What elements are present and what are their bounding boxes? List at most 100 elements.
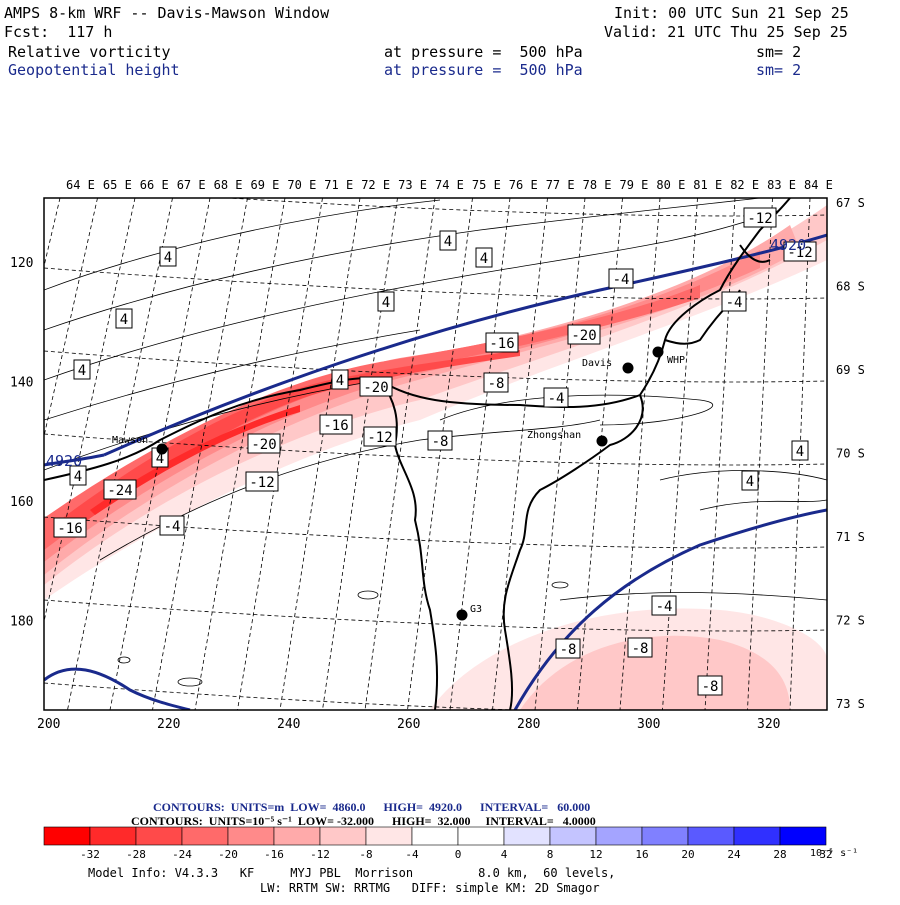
contour-label: -16	[489, 336, 514, 352]
colorbar-tick-label: -32	[80, 848, 100, 861]
height-contour-info: CONTOURS: UNITS=m LOW= 4860.0 HIGH= 4920…	[153, 800, 591, 814]
contour-label: -4	[548, 391, 565, 407]
lon-label: 67 E	[177, 178, 206, 192]
contour-label: 4	[746, 474, 754, 490]
field2-name: Geopotential height	[8, 61, 180, 79]
colorbar-swatch	[89, 826, 137, 846]
contour-label-box	[475, 247, 493, 268]
lat-label: 71 S	[836, 530, 865, 544]
lon-label: 72 E	[361, 178, 390, 192]
colorbar-swatch	[687, 826, 735, 846]
colorbar-tick-label: -8	[359, 848, 372, 861]
station-label: Mawson	[112, 435, 148, 446]
station-dot	[596, 435, 608, 447]
colorbar-tick-label: -24	[172, 848, 192, 861]
colorbar-swatch	[411, 826, 459, 846]
contour-label: -16	[323, 418, 348, 434]
lat-label: 73 S	[836, 697, 865, 711]
colorbar-swatch	[43, 826, 91, 846]
contour-label: -16	[57, 521, 82, 537]
map-title: AMPS 8-km WRF -- Davis-Mawson Window	[4, 4, 330, 22]
contour-label: 4	[336, 373, 344, 389]
colorbar-tick-label: -12	[310, 848, 330, 861]
field2-smoothing: sm= 2	[756, 61, 802, 79]
colorbar-swatch	[365, 826, 413, 846]
lon-label: 76 E	[509, 178, 538, 192]
coastline	[44, 198, 791, 710]
station-dot	[652, 346, 664, 358]
vorticity-contour-info: CONTOURS: UNITS=10⁻⁵ s⁻¹ LOW= -32.000 HI…	[131, 814, 596, 828]
contour-label-box	[627, 637, 653, 658]
contour-label-box	[485, 332, 519, 353]
colorbar-swatch	[549, 826, 597, 846]
field1-smoothing: sm= 2	[756, 43, 802, 61]
lon-label: 69 E	[251, 178, 280, 192]
contour-label: -4	[656, 599, 673, 615]
contour-label: -4	[726, 295, 743, 311]
lon-label: 81 E	[693, 178, 722, 192]
colorbar-swatch	[595, 826, 643, 846]
valid-time: Valid: 21 UTC Thu 25 Sep 25	[604, 23, 848, 41]
contour-label-box	[159, 246, 177, 267]
colorbar-swatch	[273, 826, 321, 846]
ice-shelf-small-features	[117, 581, 569, 687]
lat-label: 69 S	[836, 363, 865, 377]
contour-label: -20	[251, 437, 276, 453]
station-label: WHP	[667, 355, 685, 366]
init-time: Init: 00 UTC Sun 21 Sep 25	[614, 4, 849, 22]
contour-label: 4	[78, 363, 86, 379]
colorbar-tick-label: -28	[126, 848, 146, 861]
contour-label: -20	[363, 380, 388, 396]
x-tick-label: 300	[637, 717, 660, 732]
contour-label-box	[319, 414, 353, 435]
colorbar-tick-label: 0	[455, 848, 462, 861]
contour-label-box	[69, 465, 87, 486]
contour-label: -8	[632, 641, 649, 657]
lon-label: 66 E	[140, 178, 169, 192]
contour-label-box	[651, 595, 677, 616]
lat-label: 72 S	[836, 614, 865, 628]
x-tick-label: 220	[157, 717, 180, 732]
contour-label: 4	[164, 250, 172, 266]
contour-label: -12	[367, 430, 392, 446]
lon-label: 83 E	[767, 178, 796, 192]
contour-label-box	[103, 479, 137, 500]
contour-label: 4	[444, 234, 452, 250]
colorbar-tick-label: 8	[547, 848, 554, 861]
y-tick-label: 140	[10, 376, 33, 391]
contour-label-box	[567, 324, 601, 345]
x-tick-label: 320	[757, 717, 780, 732]
station-label: G3	[470, 604, 482, 615]
contour-label-box	[73, 359, 91, 380]
colorbar-tick-label: 20	[681, 848, 694, 861]
contour-label-box	[483, 372, 509, 393]
contour-label-box	[439, 230, 457, 251]
lon-label: 74 E	[435, 178, 464, 192]
station-dot	[456, 609, 468, 621]
colorbar-tick-label: -4	[405, 848, 419, 861]
lon-label: 82 E	[730, 178, 759, 192]
lat-label: 68 S	[836, 280, 865, 294]
lon-label: 64 E	[66, 178, 95, 192]
height-label-4920-east: 4920	[770, 236, 806, 254]
contour-label: -24	[107, 483, 132, 499]
colorbar-swatch	[733, 826, 781, 846]
contour-label-box	[247, 433, 281, 454]
geopotential-height-contours	[44, 233, 827, 710]
contour-label-box	[608, 268, 634, 289]
contour-label: -8	[432, 434, 449, 450]
station-dot	[622, 362, 634, 374]
colorbar-tick-label: 28	[773, 848, 786, 861]
colorbar-tick-label: 16	[635, 848, 648, 861]
map-axes: 64 E 65 E 66 E 67 E 68 E 69 E 70 E 71 E 72 E 73 E…	[10, 178, 865, 732]
contour-label-box	[245, 471, 279, 492]
contour-label: 4	[74, 469, 82, 485]
contour-label: 4	[156, 451, 164, 467]
y-tick-label: 180	[10, 615, 33, 630]
x-tick-label: 200	[37, 717, 60, 732]
colorbar: -32 -28 -24 -20 -16 -12 -8 -4 0 4 8 12 16 20 24 28 3210⁻…	[43, 826, 858, 861]
stations: Mawson Davis WHP Zhongshan G3	[112, 346, 685, 621]
y-tick-label: 120	[10, 256, 33, 271]
height-label-4920-west: 4920	[46, 452, 82, 470]
contour-label-box	[543, 387, 569, 408]
